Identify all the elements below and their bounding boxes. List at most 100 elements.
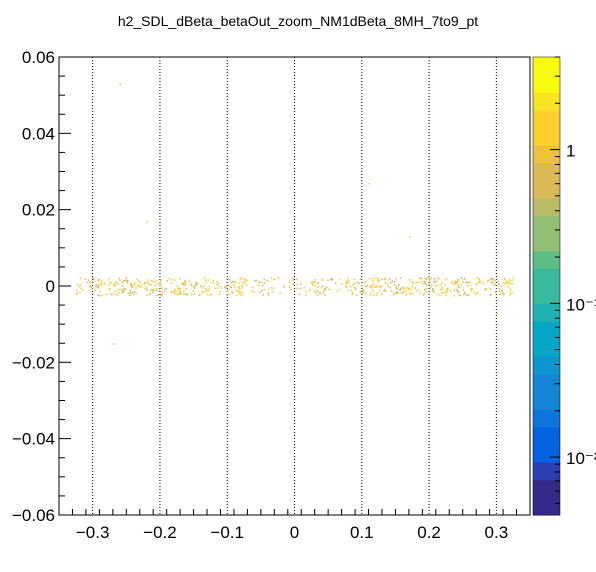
heatmap-cell: [338, 288, 341, 291]
heatmap-cell: [485, 288, 488, 290]
heatmap-cell: [231, 292, 234, 294]
heatmap-cell: [179, 291, 181, 294]
heatmap-cell: [402, 291, 405, 293]
heatmap-cell: [184, 280, 186, 283]
heatmap-cell: [238, 286, 240, 288]
heatmap-cell: [433, 278, 436, 280]
heatmap-cell: [225, 286, 227, 288]
heatmap-cell: [121, 290, 124, 292]
heatmap-cell: [381, 293, 383, 295]
y-axis-ticks: [59, 56, 71, 516]
heatmap-cell: [418, 281, 420, 283]
heatmap-cell: [217, 282, 220, 285]
heatmap-cell: [479, 280, 481, 283]
heatmap-cell: [491, 281, 493, 284]
heatmap-cell: [149, 292, 152, 295]
heatmap-cell: [423, 288, 426, 291]
heatmap-cell: [229, 285, 232, 287]
heatmap-cell: [154, 284, 156, 287]
heatmap-cell: [126, 282, 129, 284]
heatmap-cell: [131, 292, 134, 294]
heatmap-cell: [324, 294, 326, 296]
colorbar-band: [533, 497, 560, 516]
heatmap-cell: [230, 286, 232, 288]
heatmap-cell: [76, 293, 78, 295]
heatmap-cell: [140, 286, 142, 289]
heatmap-cell: [323, 288, 326, 290]
heatmap-cell: [192, 290, 195, 292]
heatmap-cell: [453, 289, 456, 291]
heatmap-cell: [178, 277, 181, 280]
heatmap-cell: [263, 282, 266, 284]
heatmap-cell: [288, 286, 291, 288]
heatmap-cell: [509, 294, 511, 296]
heatmap-cell: [402, 287, 405, 289]
heatmap-cell: [376, 277, 379, 280]
heatmap-cell: [458, 294, 461, 297]
heatmap-cell: [244, 281, 246, 283]
heatmap-cell: [101, 294, 104, 297]
heatmap-cell: [446, 290, 449, 293]
heatmap-cell: [361, 292, 364, 295]
heatmap-cell: [191, 293, 193, 296]
heatmap-cell: [395, 291, 398, 293]
heatmap-cell: [428, 278, 431, 280]
heatmap-cell: [127, 280, 129, 282]
heatmap-cell: [143, 281, 146, 284]
heatmap-cell: [372, 289, 374, 292]
colorbar-band: [533, 409, 560, 428]
heatmap-cell: [91, 292, 94, 295]
heatmap-cell: [434, 285, 437, 287]
heatmap-cell: [317, 290, 320, 293]
heatmap-cell: [510, 292, 513, 294]
heatmap-cell: [128, 294, 131, 297]
heatmap-cell: [134, 282, 136, 285]
heatmap-cell: [185, 288, 188, 290]
heatmap-cell: [231, 291, 233, 293]
heatmap-cell: [506, 282, 508, 285]
heatmap-cell: [375, 286, 377, 289]
heatmap-cell: [238, 288, 241, 290]
heatmap-cell: [399, 277, 402, 280]
heatmap-cell: [137, 285, 139, 287]
heatmap-cell: [447, 288, 449, 290]
heatmap-cell: [267, 292, 270, 295]
heatmap-cell: [456, 291, 459, 294]
heatmap-cell: [110, 282, 112, 284]
heatmap-cell: [408, 279, 411, 281]
heatmap-cell: [179, 287, 181, 290]
heatmap-cell: [205, 290, 208, 292]
heatmap-cell: [347, 280, 350, 282]
colorbar-band: [533, 338, 560, 357]
heatmap-cell: [114, 290, 117, 292]
heatmap-cell: [461, 277, 463, 279]
heatmap-cell: [399, 289, 401, 291]
heatmap-cell: [509, 277, 511, 280]
heatmap-cell: [397, 292, 399, 294]
heatmap-cell: [124, 279, 126, 282]
heatmap-cell: [240, 277, 242, 279]
heatmap-cell: [156, 294, 158, 297]
colorbar-label: 10⁻²: [566, 449, 596, 468]
heatmap-cell: [170, 282, 173, 284]
heatmap-cell: [477, 281, 480, 283]
heatmap-cell: [98, 278, 100, 281]
heatmap-cell: [467, 281, 469, 283]
heatmap-cell: [186, 293, 188, 295]
heatmap-cell: [118, 277, 120, 280]
heatmap-cell: [127, 292, 129, 295]
heatmap-cell: [243, 283, 245, 286]
heatmap-cell: [452, 283, 454, 286]
heatmap-cell: [329, 278, 332, 281]
heatmap-cell: [396, 292, 398, 295]
y-tick-label: 0.06: [22, 48, 55, 67]
heatmap-cell: [114, 284, 116, 287]
colorbar: [532, 56, 561, 516]
heatmap-cell: [433, 290, 435, 293]
heatmap-cell: [372, 294, 375, 296]
colorbar-band: [533, 57, 560, 76]
heatmap-cell: [469, 281, 471, 284]
heatmap-cell: [424, 282, 426, 285]
heatmap-cell: [504, 277, 506, 279]
heatmap-cell: [136, 278, 138, 280]
